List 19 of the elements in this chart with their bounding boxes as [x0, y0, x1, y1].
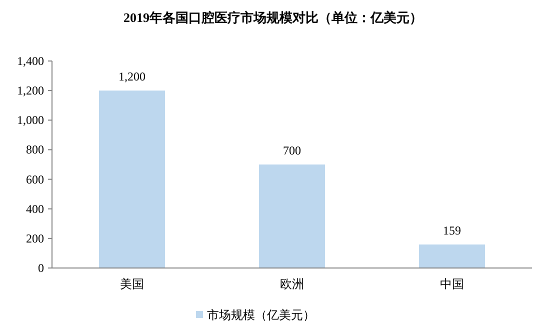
- y-tick-label: 800: [26, 142, 44, 157]
- bar: [419, 244, 485, 268]
- y-tick-label: 1,000: [17, 113, 44, 128]
- y-tick-label: 1,400: [17, 54, 44, 68]
- y-tick-label: 200: [26, 231, 44, 246]
- x-tick-label: 中国: [440, 277, 464, 291]
- y-tick-label: 1,200: [17, 84, 44, 98]
- y-tick-label: 0: [38, 261, 44, 275]
- bar: [259, 164, 325, 268]
- chart-title: 2019年各国口腔医疗市场规模对比（单位：亿美元）: [124, 10, 422, 25]
- text: 700: [283, 144, 301, 158]
- legend-label: 市场规模（亿美元）: [207, 308, 315, 322]
- y-tick-label: 400: [26, 202, 44, 216]
- text: 159: [443, 223, 461, 238]
- x-tick-label: 欧洲: [280, 277, 304, 291]
- x-tick-label: 美国: [120, 277, 144, 291]
- text: 1,200: [118, 70, 146, 84]
- y-tick-label: 600: [26, 172, 44, 186]
- bar: [99, 90, 165, 268]
